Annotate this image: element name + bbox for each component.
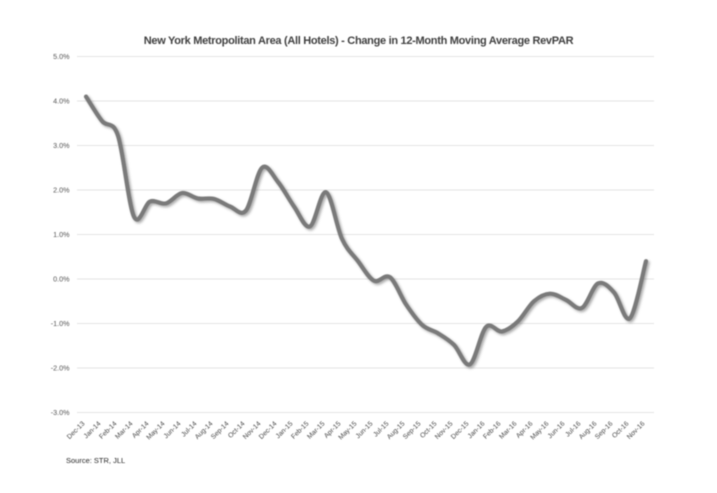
svg-text:4.0%: 4.0%: [53, 97, 70, 106]
svg-text:-2.0%: -2.0%: [51, 364, 70, 373]
svg-text:0.0%: 0.0%: [53, 275, 70, 284]
svg-text:5.0%: 5.0%: [53, 52, 70, 61]
svg-text:-1.0%: -1.0%: [51, 319, 70, 328]
svg-text:New York Metropolitan Area (Al: New York Metropolitan Area (All Hotels) …: [144, 35, 574, 47]
svg-text:-3.0%: -3.0%: [51, 408, 70, 417]
svg-text:3.0%: 3.0%: [53, 141, 70, 150]
svg-text:Source: STR, JLL: Source: STR, JLL: [66, 456, 125, 465]
svg-text:1.0%: 1.0%: [53, 230, 70, 239]
svg-text:2.0%: 2.0%: [53, 186, 70, 195]
